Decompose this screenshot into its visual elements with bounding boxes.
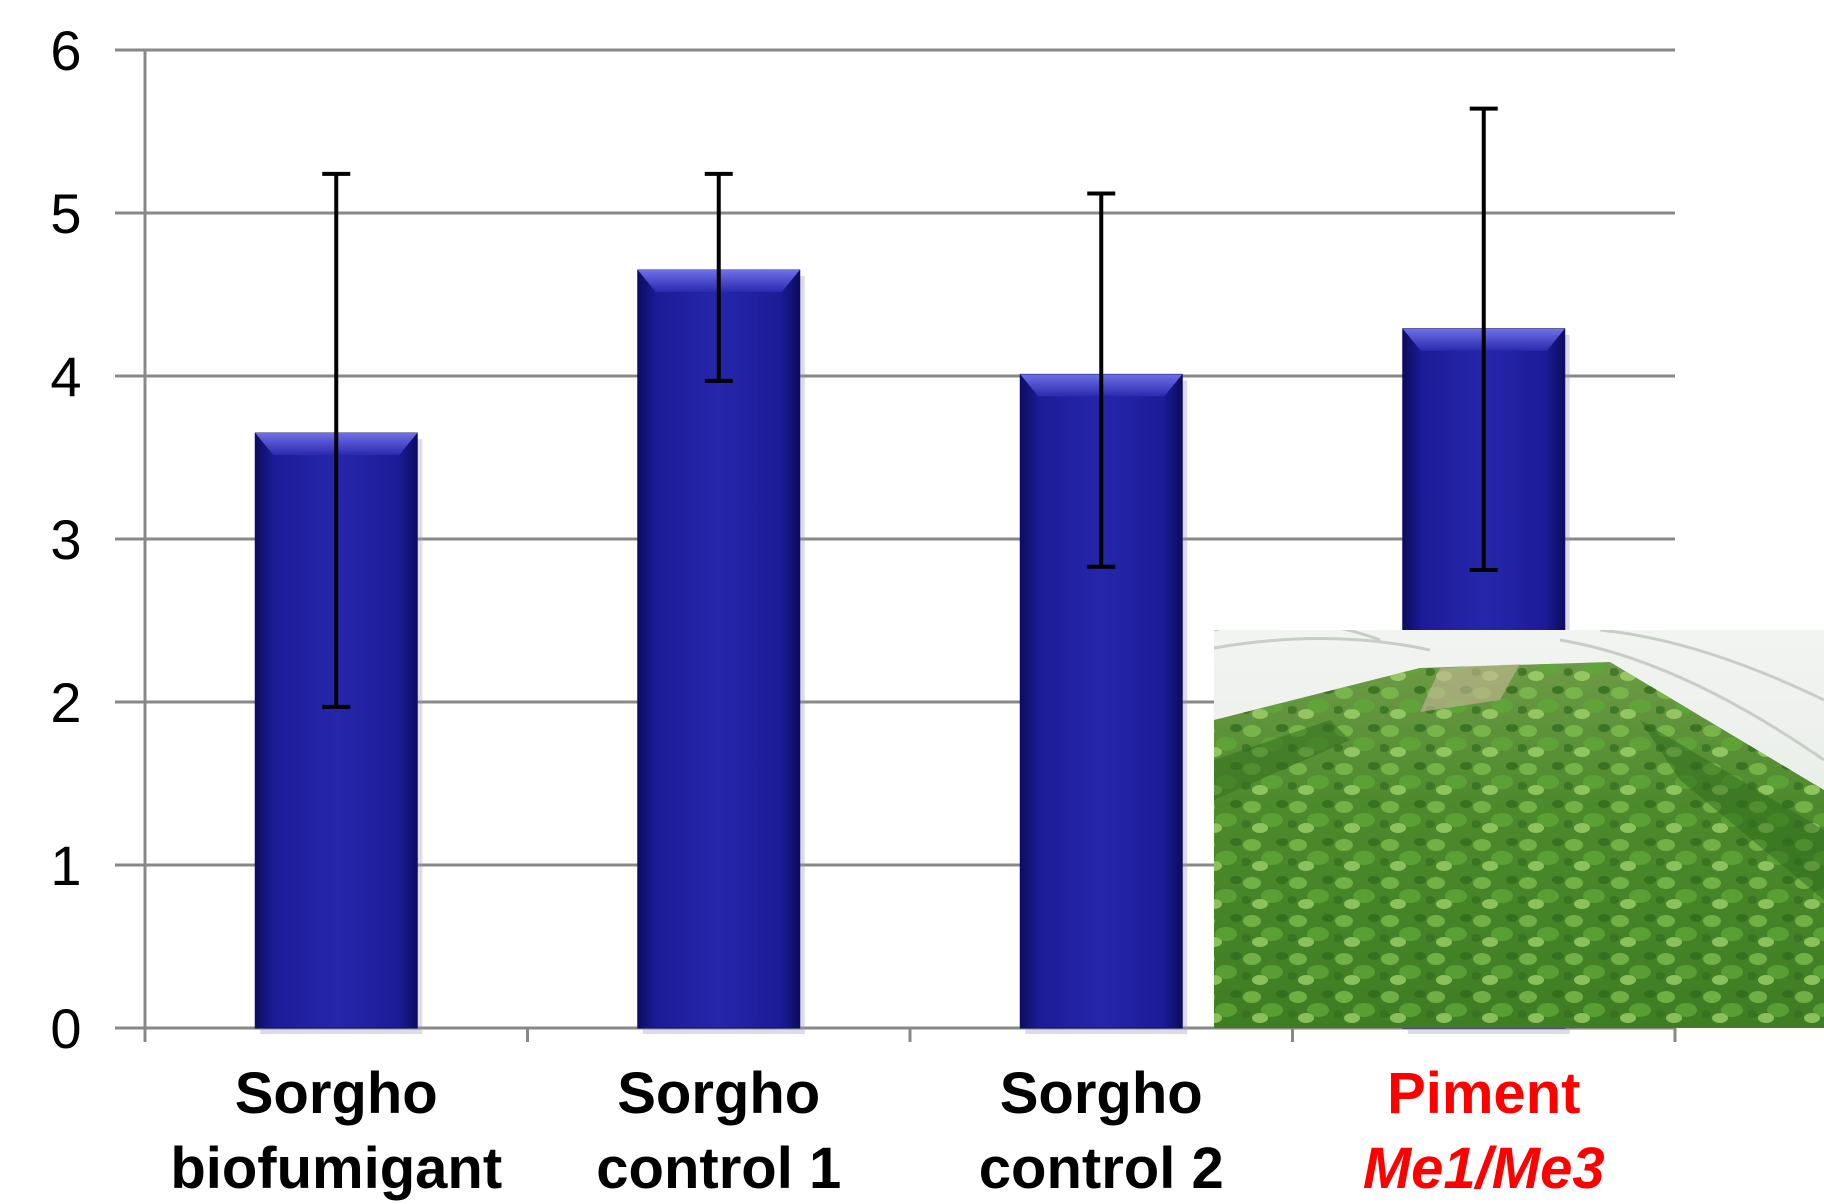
y-tick-label: 5	[50, 182, 81, 245]
category-label-line1: Sorgho	[617, 1061, 820, 1126]
bar	[637, 269, 801, 1029]
error-bars	[322, 106, 1498, 709]
category-label-line1: Sorgho	[235, 1061, 438, 1126]
category-label-line2: Me1/Me3	[1363, 1136, 1605, 1201]
category-label-line1: Piment	[1387, 1061, 1580, 1126]
category-label-line1: Sorgho	[1000, 1061, 1203, 1126]
x-axis-labels: Sorgho biofumigant Sorgho control 1 Sorgho co…	[170, 1061, 1604, 1201]
category-label-line2: control 2	[979, 1136, 1224, 1201]
y-tick-label: 1	[50, 834, 81, 897]
y-tick-label: 2	[50, 671, 81, 734]
y-tick-label: 0	[50, 997, 81, 1060]
greenhouse-photo	[1214, 630, 1824, 1028]
y-axis-ticks: 0 1 2 3 4 5 6	[50, 19, 81, 1060]
category-label-line2: biofumigant	[170, 1136, 502, 1201]
y-tick-label: 3	[50, 508, 81, 571]
y-tick-label: 4	[50, 345, 81, 408]
y-tick-label: 6	[50, 19, 81, 82]
category-label-line2: control 1	[596, 1136, 841, 1201]
